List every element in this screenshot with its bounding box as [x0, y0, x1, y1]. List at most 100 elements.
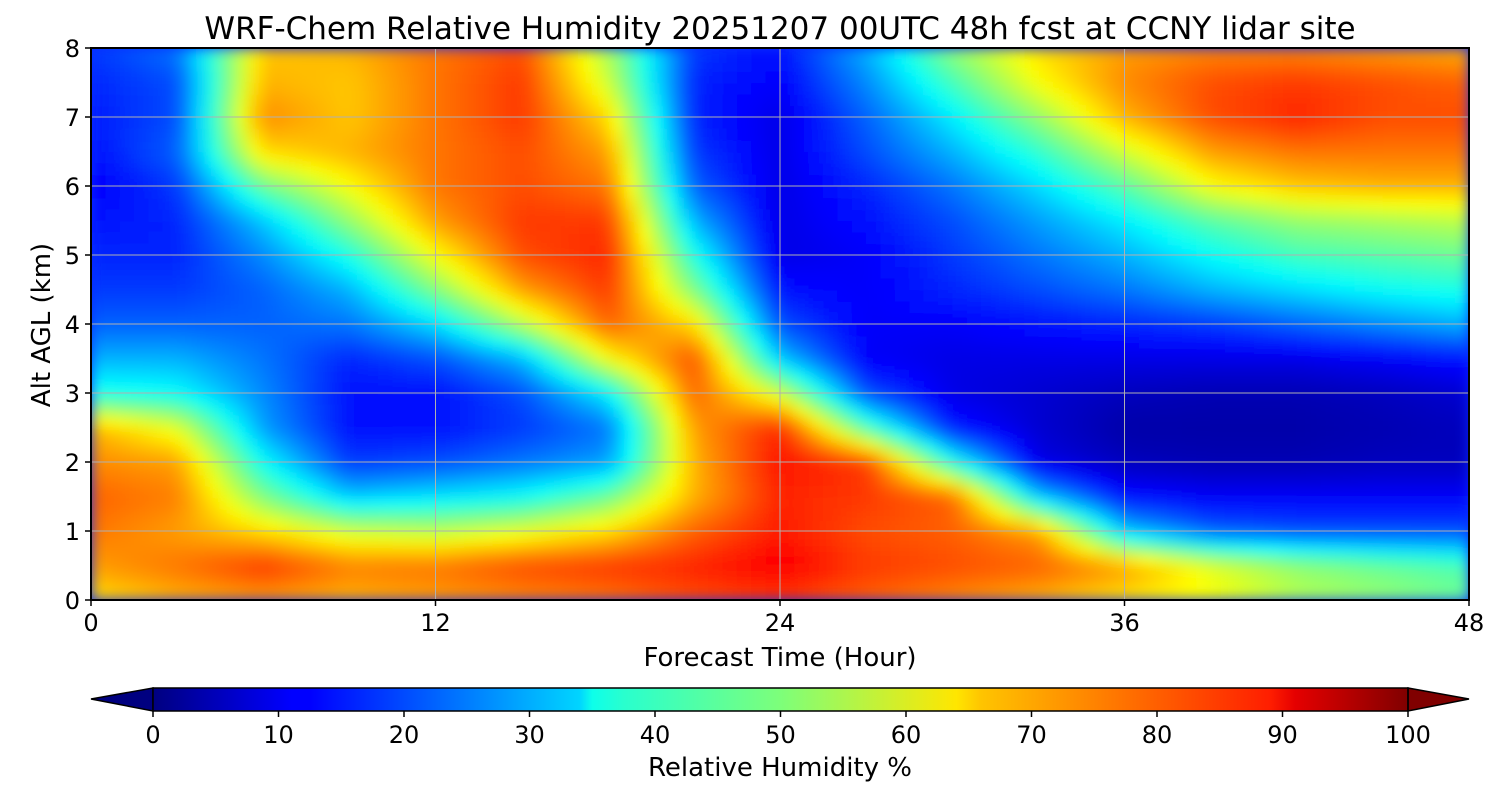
heatmap-cell	[1210, 105, 1226, 118]
heatmap-cell	[650, 508, 666, 521]
heatmap-cell	[349, 554, 365, 567]
heatmap-cell	[708, 209, 724, 222]
heatmap-cell	[320, 404, 336, 417]
heatmap-cell	[507, 358, 523, 371]
heatmap-cell	[492, 278, 508, 291]
heatmap-cell	[880, 48, 896, 61]
heatmap-cell	[1081, 588, 1097, 600]
heatmap-cell	[1296, 485, 1312, 498]
heatmap-cell	[564, 485, 580, 498]
heatmap-cell	[1440, 335, 1456, 348]
heatmap-cell	[363, 243, 379, 256]
heatmap-cell	[1440, 255, 1456, 268]
heatmap-cell	[1325, 197, 1341, 210]
heatmap-cell	[105, 197, 121, 210]
heatmap-cell	[1239, 209, 1255, 222]
heatmap-cell	[1440, 105, 1456, 118]
heatmap-cell	[808, 186, 824, 199]
heatmap-cell	[392, 508, 408, 521]
heatmap-cell	[851, 82, 867, 95]
heatmap-cell	[148, 232, 164, 245]
heatmap-cell	[1354, 278, 1370, 291]
heatmap-cell	[909, 462, 925, 475]
heatmap-cell	[1110, 450, 1126, 463]
heatmap-cell	[119, 531, 135, 544]
colorbar-extend-max	[1407, 687, 1470, 712]
heatmap-cell	[837, 427, 853, 440]
heatmap-cell	[880, 186, 896, 199]
heatmap-cell	[1411, 105, 1427, 118]
heatmap-cell	[693, 588, 709, 600]
heatmap-cell	[708, 82, 724, 95]
heatmap-cell	[1397, 312, 1413, 325]
heatmap-cell	[1411, 289, 1427, 302]
heatmap-cell	[134, 151, 150, 164]
heatmap-cell	[693, 450, 709, 463]
heatmap-cell	[1038, 48, 1054, 61]
heatmap-cell	[1196, 358, 1212, 371]
heatmap-cell	[119, 105, 135, 118]
heatmap-cell	[693, 531, 709, 544]
heatmap-cell	[550, 140, 566, 153]
heatmap-cell	[966, 554, 982, 567]
heatmap-cell	[435, 439, 451, 452]
heatmap-cell	[894, 462, 910, 475]
heatmap-cell	[320, 508, 336, 521]
heatmap-cell	[593, 358, 609, 371]
heatmap-cell	[1052, 117, 1068, 130]
heatmap-cell	[134, 577, 150, 590]
heatmap-cell	[1181, 519, 1197, 532]
heatmap-cell	[823, 496, 839, 509]
heatmap-cell	[1067, 82, 1083, 95]
heatmap-cell	[980, 278, 996, 291]
heatmap-cell	[105, 554, 121, 567]
heatmap-cell	[1354, 163, 1370, 176]
heatmap-cell	[478, 450, 494, 463]
heatmap-cell	[105, 508, 121, 521]
heatmap-cell	[564, 462, 580, 475]
heatmap-cell	[808, 197, 824, 210]
heatmap-cell	[105, 209, 121, 222]
heatmap-cell	[1224, 312, 1240, 325]
heatmap-cell	[1095, 450, 1111, 463]
heatmap-cell	[980, 232, 996, 245]
heatmap-cell	[220, 485, 236, 498]
heatmap-cell	[1397, 358, 1413, 371]
heatmap-cell	[780, 289, 795, 302]
heatmap-cell	[421, 289, 437, 302]
heatmap-cell	[421, 220, 437, 233]
heatmap-cell	[220, 508, 236, 521]
heatmap-cell	[392, 278, 408, 291]
heatmap-cell	[1224, 565, 1240, 578]
heatmap-cell	[693, 197, 709, 210]
heatmap-cell	[349, 128, 365, 141]
heatmap-cell	[291, 48, 307, 61]
heatmap-cell	[507, 59, 523, 72]
heatmap-cell	[952, 358, 968, 371]
heatmap-cell	[564, 370, 580, 383]
heatmap-cell	[693, 59, 709, 72]
heatmap-cell	[736, 554, 752, 567]
heatmap-cell	[392, 220, 408, 233]
heatmap-cell	[263, 94, 279, 107]
heatmap-cell	[1354, 266, 1370, 279]
heatmap-cell	[1009, 565, 1025, 578]
heatmap-cell	[1052, 565, 1068, 578]
heatmap-cell	[1009, 450, 1025, 463]
heatmap-cell	[1024, 209, 1039, 222]
heatmap-cell	[234, 519, 250, 532]
heatmap-cell	[622, 163, 638, 176]
heatmap-cell	[1425, 48, 1441, 61]
heatmap-cell	[1153, 243, 1169, 256]
heatmap-cell	[593, 232, 609, 245]
heatmap-cell	[1181, 301, 1197, 314]
heatmap-cell	[622, 278, 638, 291]
heatmap-cell	[349, 519, 365, 532]
heatmap-cell	[1440, 427, 1456, 440]
heatmap-cell	[579, 439, 594, 452]
heatmap-cell	[794, 335, 810, 348]
heatmap-cell	[1210, 82, 1226, 95]
heatmap-cell	[220, 105, 236, 118]
heatmap-cell	[1009, 531, 1025, 544]
